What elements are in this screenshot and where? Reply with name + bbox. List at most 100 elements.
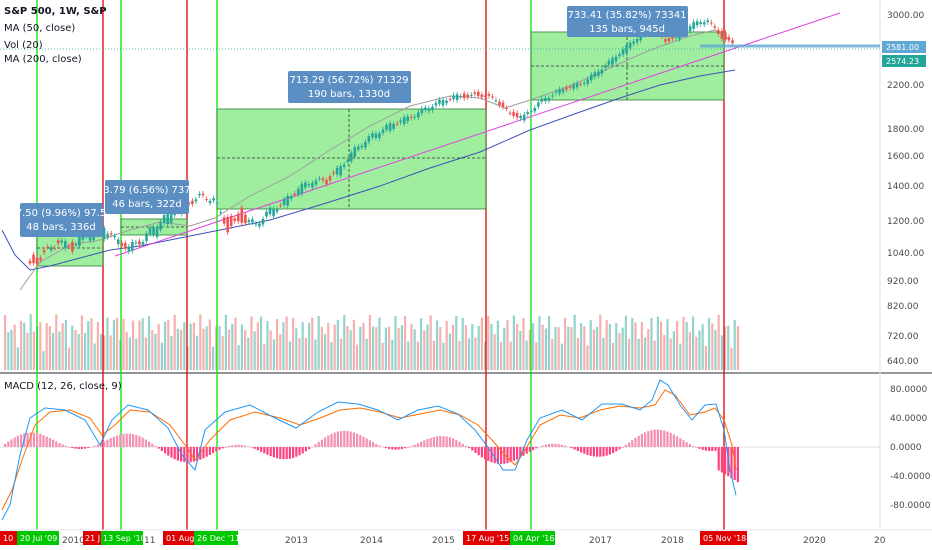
macd-hist-bar bbox=[100, 442, 103, 447]
volume-bar bbox=[682, 316, 685, 370]
volume-bar bbox=[528, 329, 531, 370]
macd-hist-bar bbox=[525, 447, 528, 454]
macd-hist-bar bbox=[621, 447, 624, 448]
volume-bar bbox=[263, 344, 266, 370]
volume-bar bbox=[324, 333, 327, 370]
time-axis[interactable]: 2010 2013 2014 2015 2017 2018 2020 20 bbox=[62, 536, 886, 546]
candle-body bbox=[724, 32, 727, 40]
macd-hist-bar bbox=[349, 431, 352, 447]
date-tag-text: 01 Aug bbox=[166, 534, 194, 543]
macd-hist-bar bbox=[541, 445, 544, 447]
macd-hist-bar bbox=[676, 436, 679, 447]
macd-hist-bar bbox=[468, 447, 471, 449]
macd-hist-bar bbox=[333, 432, 336, 447]
volume-bar bbox=[596, 326, 599, 370]
price-axis[interactable]: 3000.00 2200.00 1800.00 1600.00 1400.00 … bbox=[882, 11, 926, 367]
macd-hist-bar bbox=[90, 446, 93, 448]
volume-bar bbox=[317, 315, 320, 370]
volume-bar bbox=[215, 326, 218, 370]
volume-bar bbox=[32, 331, 35, 370]
candle-body bbox=[222, 217, 226, 224]
volume-bar bbox=[503, 327, 506, 370]
macd-hist-bar bbox=[736, 447, 739, 483]
macd-hist-bar bbox=[119, 434, 122, 447]
volume-bar bbox=[621, 327, 624, 370]
macd-signal-line bbox=[1, 389, 737, 511]
candle-body bbox=[318, 178, 321, 180]
candle-body bbox=[635, 38, 639, 43]
macd-hist-bar bbox=[637, 435, 640, 447]
macd-axis[interactable]: 80.0000 40.0000 0.0000 -40.0000 -80.0000 bbox=[890, 385, 931, 511]
volume-bar bbox=[548, 315, 551, 370]
volume-bar bbox=[308, 322, 311, 370]
macd-hist-bar bbox=[164, 447, 167, 454]
volume-bar bbox=[692, 316, 695, 370]
macd-hist-bar bbox=[717, 447, 720, 471]
ma200-legend[interactable]: MA (200, close) bbox=[4, 54, 82, 65]
macd-hist-bar bbox=[490, 447, 493, 463]
volume-bar bbox=[292, 318, 295, 370]
macd-legend[interactable]: MACD (12, 26, close, 9) bbox=[4, 381, 122, 392]
volume-bar bbox=[397, 327, 400, 370]
candle-body bbox=[459, 96, 462, 98]
macd-hist-bar bbox=[506, 447, 509, 464]
candle-body bbox=[60, 240, 64, 243]
candle-body bbox=[314, 180, 318, 185]
volume-bar bbox=[16, 347, 19, 370]
volume-bar bbox=[688, 332, 691, 370]
macd-hist-bar bbox=[39, 434, 42, 447]
volume-bar bbox=[237, 345, 240, 370]
volume-bar bbox=[327, 322, 330, 370]
macd-hist-bar bbox=[55, 441, 58, 447]
macd-hist-bar bbox=[458, 441, 461, 447]
macd-hist-bar bbox=[125, 433, 128, 447]
volume-bar bbox=[644, 337, 647, 370]
candle-body bbox=[169, 211, 173, 223]
ma50-legend[interactable]: MA (50, close) bbox=[4, 23, 75, 34]
candle-body bbox=[713, 26, 717, 28]
candle-body bbox=[477, 91, 480, 96]
macd-hist-bar bbox=[432, 436, 435, 447]
macd-hist-bar bbox=[308, 447, 311, 450]
candle-body bbox=[212, 198, 215, 201]
macd-hist-bar bbox=[586, 447, 589, 455]
candle-body bbox=[572, 84, 575, 89]
candle-body bbox=[487, 94, 491, 96]
macd-hist-bar bbox=[708, 447, 711, 452]
volume-bar bbox=[560, 343, 563, 370]
macd-hist-bar bbox=[512, 447, 515, 461]
macd-hist-bar bbox=[272, 447, 275, 458]
volume-bar bbox=[381, 342, 384, 370]
volume-bar bbox=[413, 329, 416, 370]
volume-bar bbox=[144, 337, 147, 370]
volume-bar bbox=[39, 321, 42, 370]
macd-hist-bar bbox=[647, 431, 650, 447]
candle-body bbox=[67, 245, 71, 247]
macd-hist-bar bbox=[557, 444, 560, 447]
macd-hist-bar bbox=[692, 445, 695, 447]
symbol-label[interactable]: S&P 500, 1W, S&P bbox=[4, 6, 107, 17]
candle-body bbox=[427, 108, 431, 112]
candle-body bbox=[258, 223, 261, 227]
candle-body bbox=[159, 222, 162, 230]
volume-bar bbox=[61, 323, 64, 370]
candle-body bbox=[600, 69, 604, 74]
macd-hist-bar bbox=[96, 444, 99, 447]
candle-body bbox=[720, 30, 724, 40]
candle-body bbox=[205, 198, 208, 200]
vol-legend[interactable]: Vol (20) bbox=[4, 40, 43, 51]
candle-body bbox=[667, 37, 671, 42]
candle-body bbox=[74, 244, 78, 246]
macd-hist-bar bbox=[176, 447, 179, 461]
macd-hist-bar bbox=[215, 447, 218, 452]
volume-bar bbox=[100, 333, 103, 370]
candle-body bbox=[688, 26, 692, 32]
macd-hist-bar bbox=[234, 444, 237, 447]
x-tick: 20 bbox=[874, 536, 886, 546]
macd-hist-bar bbox=[698, 447, 701, 449]
volume-bar bbox=[157, 323, 160, 370]
macd-hist-bar bbox=[346, 430, 349, 447]
volume-bar bbox=[10, 329, 13, 370]
macd-hist-bar bbox=[61, 444, 64, 447]
volume-bar bbox=[445, 320, 448, 370]
